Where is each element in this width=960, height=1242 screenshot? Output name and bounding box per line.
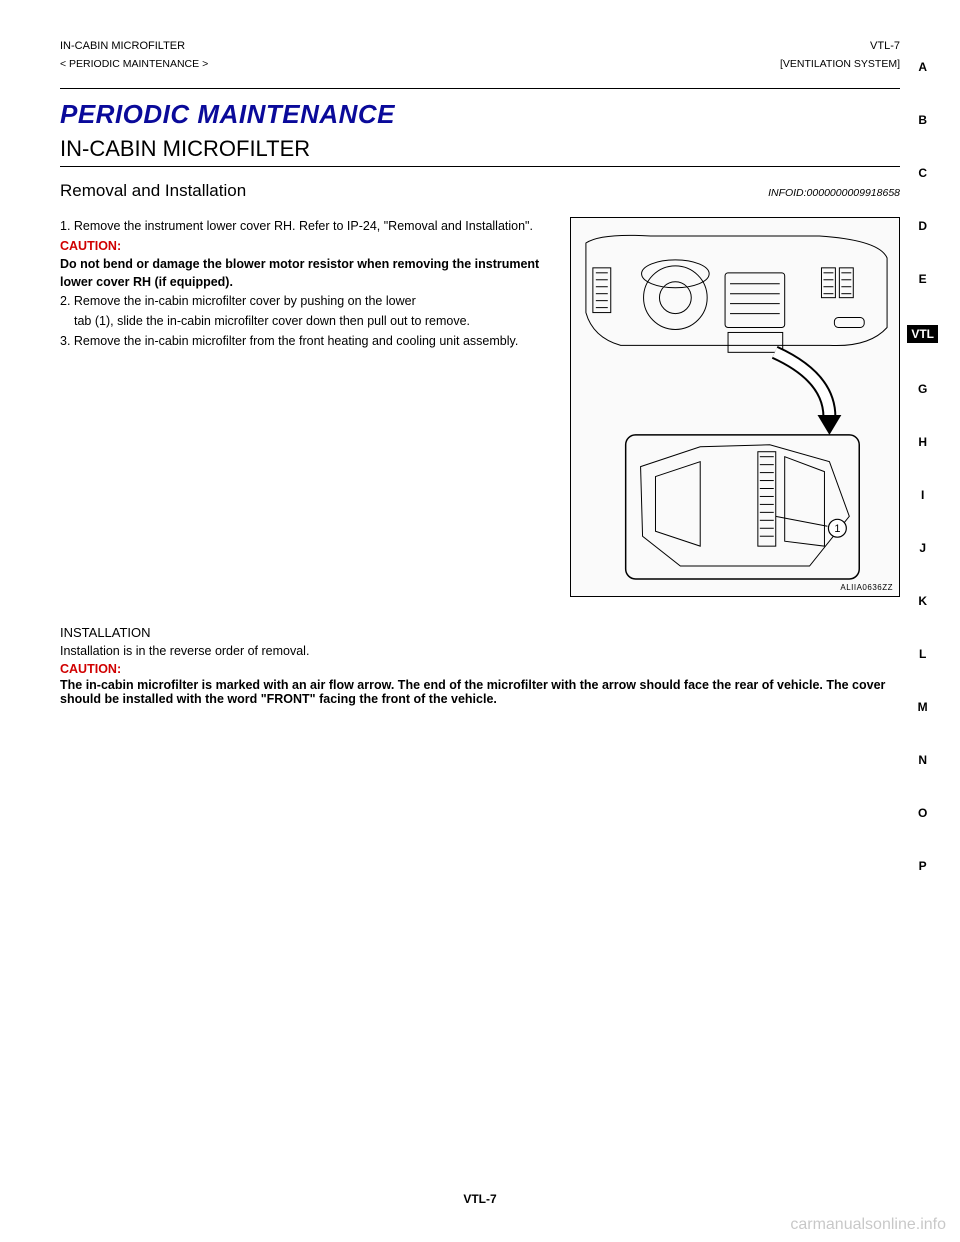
side-index-item: A [907,60,938,74]
main-title: PERIODIC MAINTENANCE [60,99,900,130]
watermark: carmanualsonline.info [790,1216,946,1234]
step-2b: tab (1), slide the in-cabin microfilter … [60,312,552,330]
side-index-item: P [907,859,938,873]
breadcrumb-context: < PERIODIC MAINTENANCE > [60,58,208,70]
page-container: IN-CABIN MICROFILTER VTL-7 [VENTILATION … [0,0,960,1242]
side-index-item: C [907,166,938,180]
caution-label: CAUTION: [60,239,121,253]
step-3: 3. Remove the in-cabin microfilter from … [60,332,552,350]
divider [60,88,900,89]
install-body: Installation is in the reverse order of … [60,644,900,658]
caution-label-2: CAUTION: [60,662,121,676]
side-index: A B C D E VTL G H I J K L M N O P [907,60,938,873]
side-index-item: M [907,700,938,714]
side-index-item: K [907,594,938,608]
removal-text: 1. Remove the instrument lower cover RH.… [60,217,552,597]
side-index-item: E [907,272,938,286]
side-index-item: O [907,806,938,820]
side-index-item: H [907,435,938,449]
procedure-label: Removal and Installation [60,181,246,201]
side-index-item: B [907,113,938,127]
procedure-row: Removal and Installation INFOID:00000000… [60,181,900,201]
breadcrumb-row: [VENTILATION SYSTEM] < PERIODIC MAINTENA… [60,58,900,70]
doc-page-ref: VTL-7 [870,40,900,52]
install-heading: INSTALLATION [60,625,900,640]
top-meta-row: IN-CABIN MICROFILTER VTL-7 [60,40,900,52]
page-number: VTL-7 [0,1192,960,1206]
step-2a: 2. Remove the in-cabin microfilter cover… [60,292,552,310]
breadcrumb-system: [VENTILATION SYSTEM] [780,58,900,70]
side-index-item: J [907,541,938,555]
side-index-item: VTL [907,325,938,343]
caution-block: CAUTION: [60,237,552,255]
caution-body: Do not bend or damage the blower motor r… [60,255,552,291]
side-index-item: L [907,647,938,661]
procedure-code: INFOID:0000000009918658 [768,187,900,199]
install-caution: CAUTION: The in-cabin microfilter is mar… [60,660,900,706]
side-index-item: D [907,219,938,233]
side-index-item: G [907,382,938,396]
figure: 1 ALIIA0636ZZ [570,217,900,597]
install-caution-body: The in-cabin microfilter is marked with … [60,678,900,706]
side-index-item: N [907,753,938,767]
figure-code: ALIIA0636ZZ [840,583,893,592]
divider-thin [60,166,900,167]
callout-1: 1 [834,523,840,535]
figure-svg: 1 [571,218,899,596]
content-row: 1. Remove the instrument lower cover RH.… [60,217,900,597]
subtitle: IN-CABIN MICROFILTER [60,136,900,162]
step-1: 1. Remove the instrument lower cover RH.… [60,217,552,235]
side-index-item: I [907,488,938,502]
doc-section-title: IN-CABIN MICROFILTER [60,40,185,52]
